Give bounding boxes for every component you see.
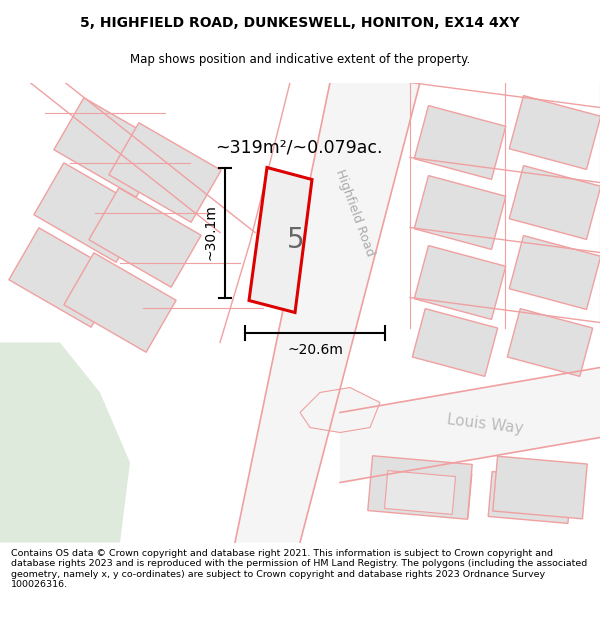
Polygon shape xyxy=(300,388,380,432)
Text: 5, HIGHFIELD ROAD, DUNKESWELL, HONITON, EX14 4XY: 5, HIGHFIELD ROAD, DUNKESWELL, HONITON, … xyxy=(80,16,520,30)
Text: ~30.1m: ~30.1m xyxy=(204,204,218,261)
Polygon shape xyxy=(34,162,146,262)
Text: Highfield Road: Highfield Road xyxy=(333,168,377,258)
Polygon shape xyxy=(414,176,506,249)
Polygon shape xyxy=(388,467,472,518)
Polygon shape xyxy=(54,98,166,198)
Polygon shape xyxy=(9,228,121,328)
Polygon shape xyxy=(509,96,600,169)
Polygon shape xyxy=(249,168,312,312)
Polygon shape xyxy=(414,106,506,179)
Polygon shape xyxy=(509,166,600,239)
Polygon shape xyxy=(89,188,201,288)
Polygon shape xyxy=(488,472,572,523)
Polygon shape xyxy=(493,456,587,519)
Text: Map shows position and indicative extent of the property.: Map shows position and indicative extent… xyxy=(130,53,470,66)
Polygon shape xyxy=(508,309,593,376)
Polygon shape xyxy=(109,122,221,222)
Polygon shape xyxy=(235,82,420,542)
Polygon shape xyxy=(64,253,176,352)
Text: Contains OS data © Crown copyright and database right 2021. This information is : Contains OS data © Crown copyright and d… xyxy=(11,549,587,589)
Polygon shape xyxy=(368,456,472,519)
Polygon shape xyxy=(340,368,600,482)
Polygon shape xyxy=(0,342,130,542)
Text: ~20.6m: ~20.6m xyxy=(287,344,343,357)
Polygon shape xyxy=(412,309,497,376)
Text: Louis Way: Louis Way xyxy=(446,412,524,437)
Polygon shape xyxy=(509,236,600,309)
Polygon shape xyxy=(414,246,506,319)
Polygon shape xyxy=(385,471,455,514)
Text: ~319m²/~0.079ac.: ~319m²/~0.079ac. xyxy=(215,139,383,156)
Text: 5: 5 xyxy=(287,226,305,254)
